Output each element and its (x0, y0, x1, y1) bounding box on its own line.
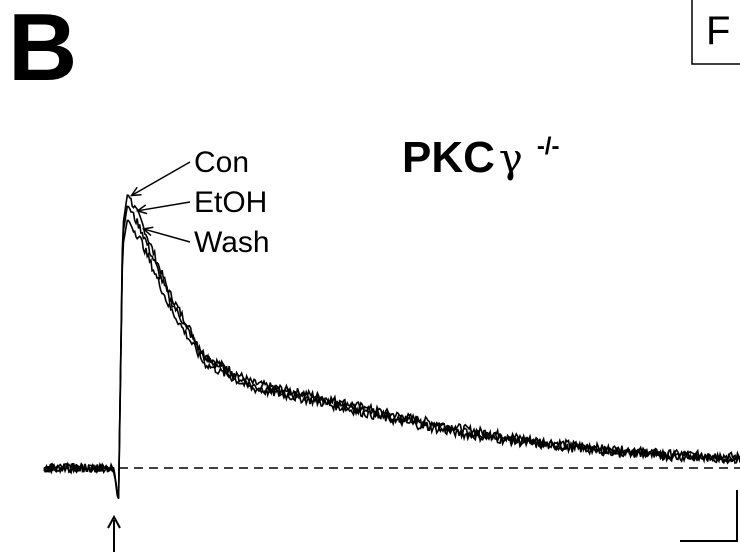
corner-label: F (706, 9, 730, 53)
stimulus-arrow-head (107, 514, 121, 529)
legend-arrow-wash (143, 228, 191, 243)
title-main: PKC (402, 133, 495, 182)
legend: Con EtOH Wash (130, 146, 270, 259)
legend-arrowhead-etoh (135, 204, 148, 215)
legend-arrowhead-wash (141, 226, 154, 237)
legend-label-wash: Wash (194, 226, 270, 259)
corner-panel-fragment: F (691, 0, 740, 65)
panel-letter: B (8, 0, 77, 101)
legend-label-etoh: EtOH (194, 186, 267, 219)
legend-arrowhead-con (130, 186, 142, 197)
trace-group (43, 194, 740, 500)
legend-arrow-con (131, 161, 191, 197)
scale-bar (680, 490, 738, 542)
stimulus-arrow (107, 514, 121, 552)
legend-label-con: Con (194, 146, 249, 179)
title-greek: γ (499, 136, 523, 182)
legend-arrow-etoh (137, 201, 191, 212)
chart-title: PKC γ -/- (402, 133, 559, 182)
title-superscript: -/- (537, 133, 560, 160)
corner-box (691, 0, 740, 65)
trace-wash (43, 219, 740, 499)
